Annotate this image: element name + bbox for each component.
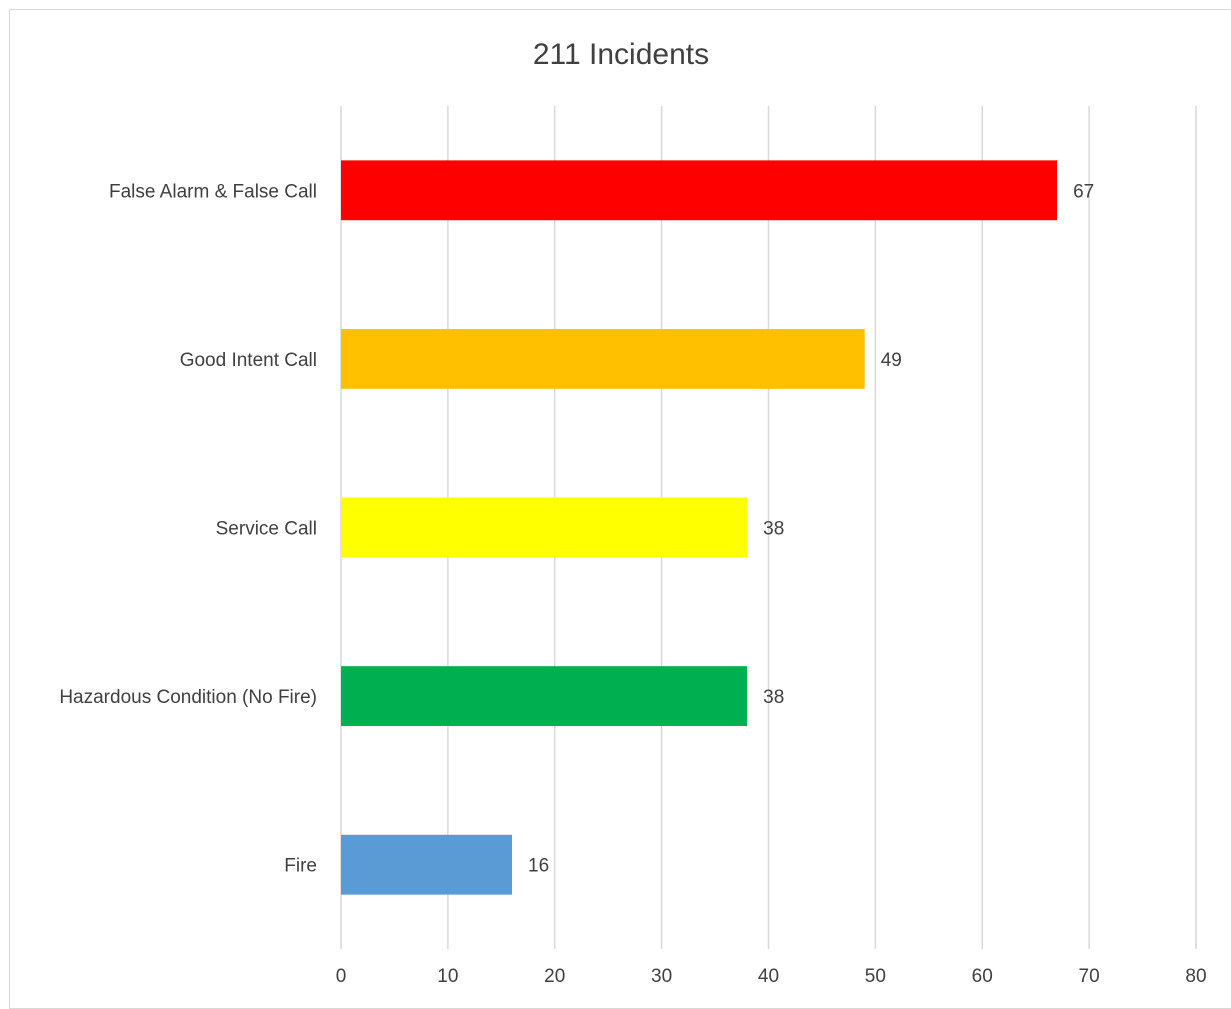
category-label: Hazardous Condition (No Fire) xyxy=(59,687,317,708)
x-tick-label: 0 xyxy=(336,966,347,987)
x-tick-label: 70 xyxy=(1079,966,1100,987)
x-tick-label: 80 xyxy=(1185,966,1206,987)
x-tick-label: 20 xyxy=(544,966,565,987)
bar xyxy=(341,666,748,727)
category-label: False Alarm & False Call xyxy=(109,181,317,202)
category-label: Good Intent Call xyxy=(180,350,317,371)
x-tick-label: 30 xyxy=(651,966,672,987)
data-label: 49 xyxy=(881,350,902,371)
data-label: 16 xyxy=(528,856,549,877)
data-label: 38 xyxy=(763,687,784,708)
bar xyxy=(341,834,512,895)
bar xyxy=(341,160,1058,221)
chart-title: 211 Incidents xyxy=(533,38,709,71)
data-label: 38 xyxy=(763,519,784,540)
x-tick-label: 40 xyxy=(758,966,779,987)
x-tick-label: 50 xyxy=(865,966,886,987)
x-tick-label: 60 xyxy=(972,966,993,987)
bar xyxy=(341,497,748,558)
x-tick-label: 10 xyxy=(437,966,458,987)
data-label: 67 xyxy=(1073,181,1094,202)
labels: 0 10 20 30 40 50 60 70 80 False Alarm & False Cal… xyxy=(59,181,1206,987)
category-label: Service Call xyxy=(216,519,317,540)
bars xyxy=(341,160,1058,895)
category-label: Fire xyxy=(284,856,317,877)
bar xyxy=(341,328,865,389)
